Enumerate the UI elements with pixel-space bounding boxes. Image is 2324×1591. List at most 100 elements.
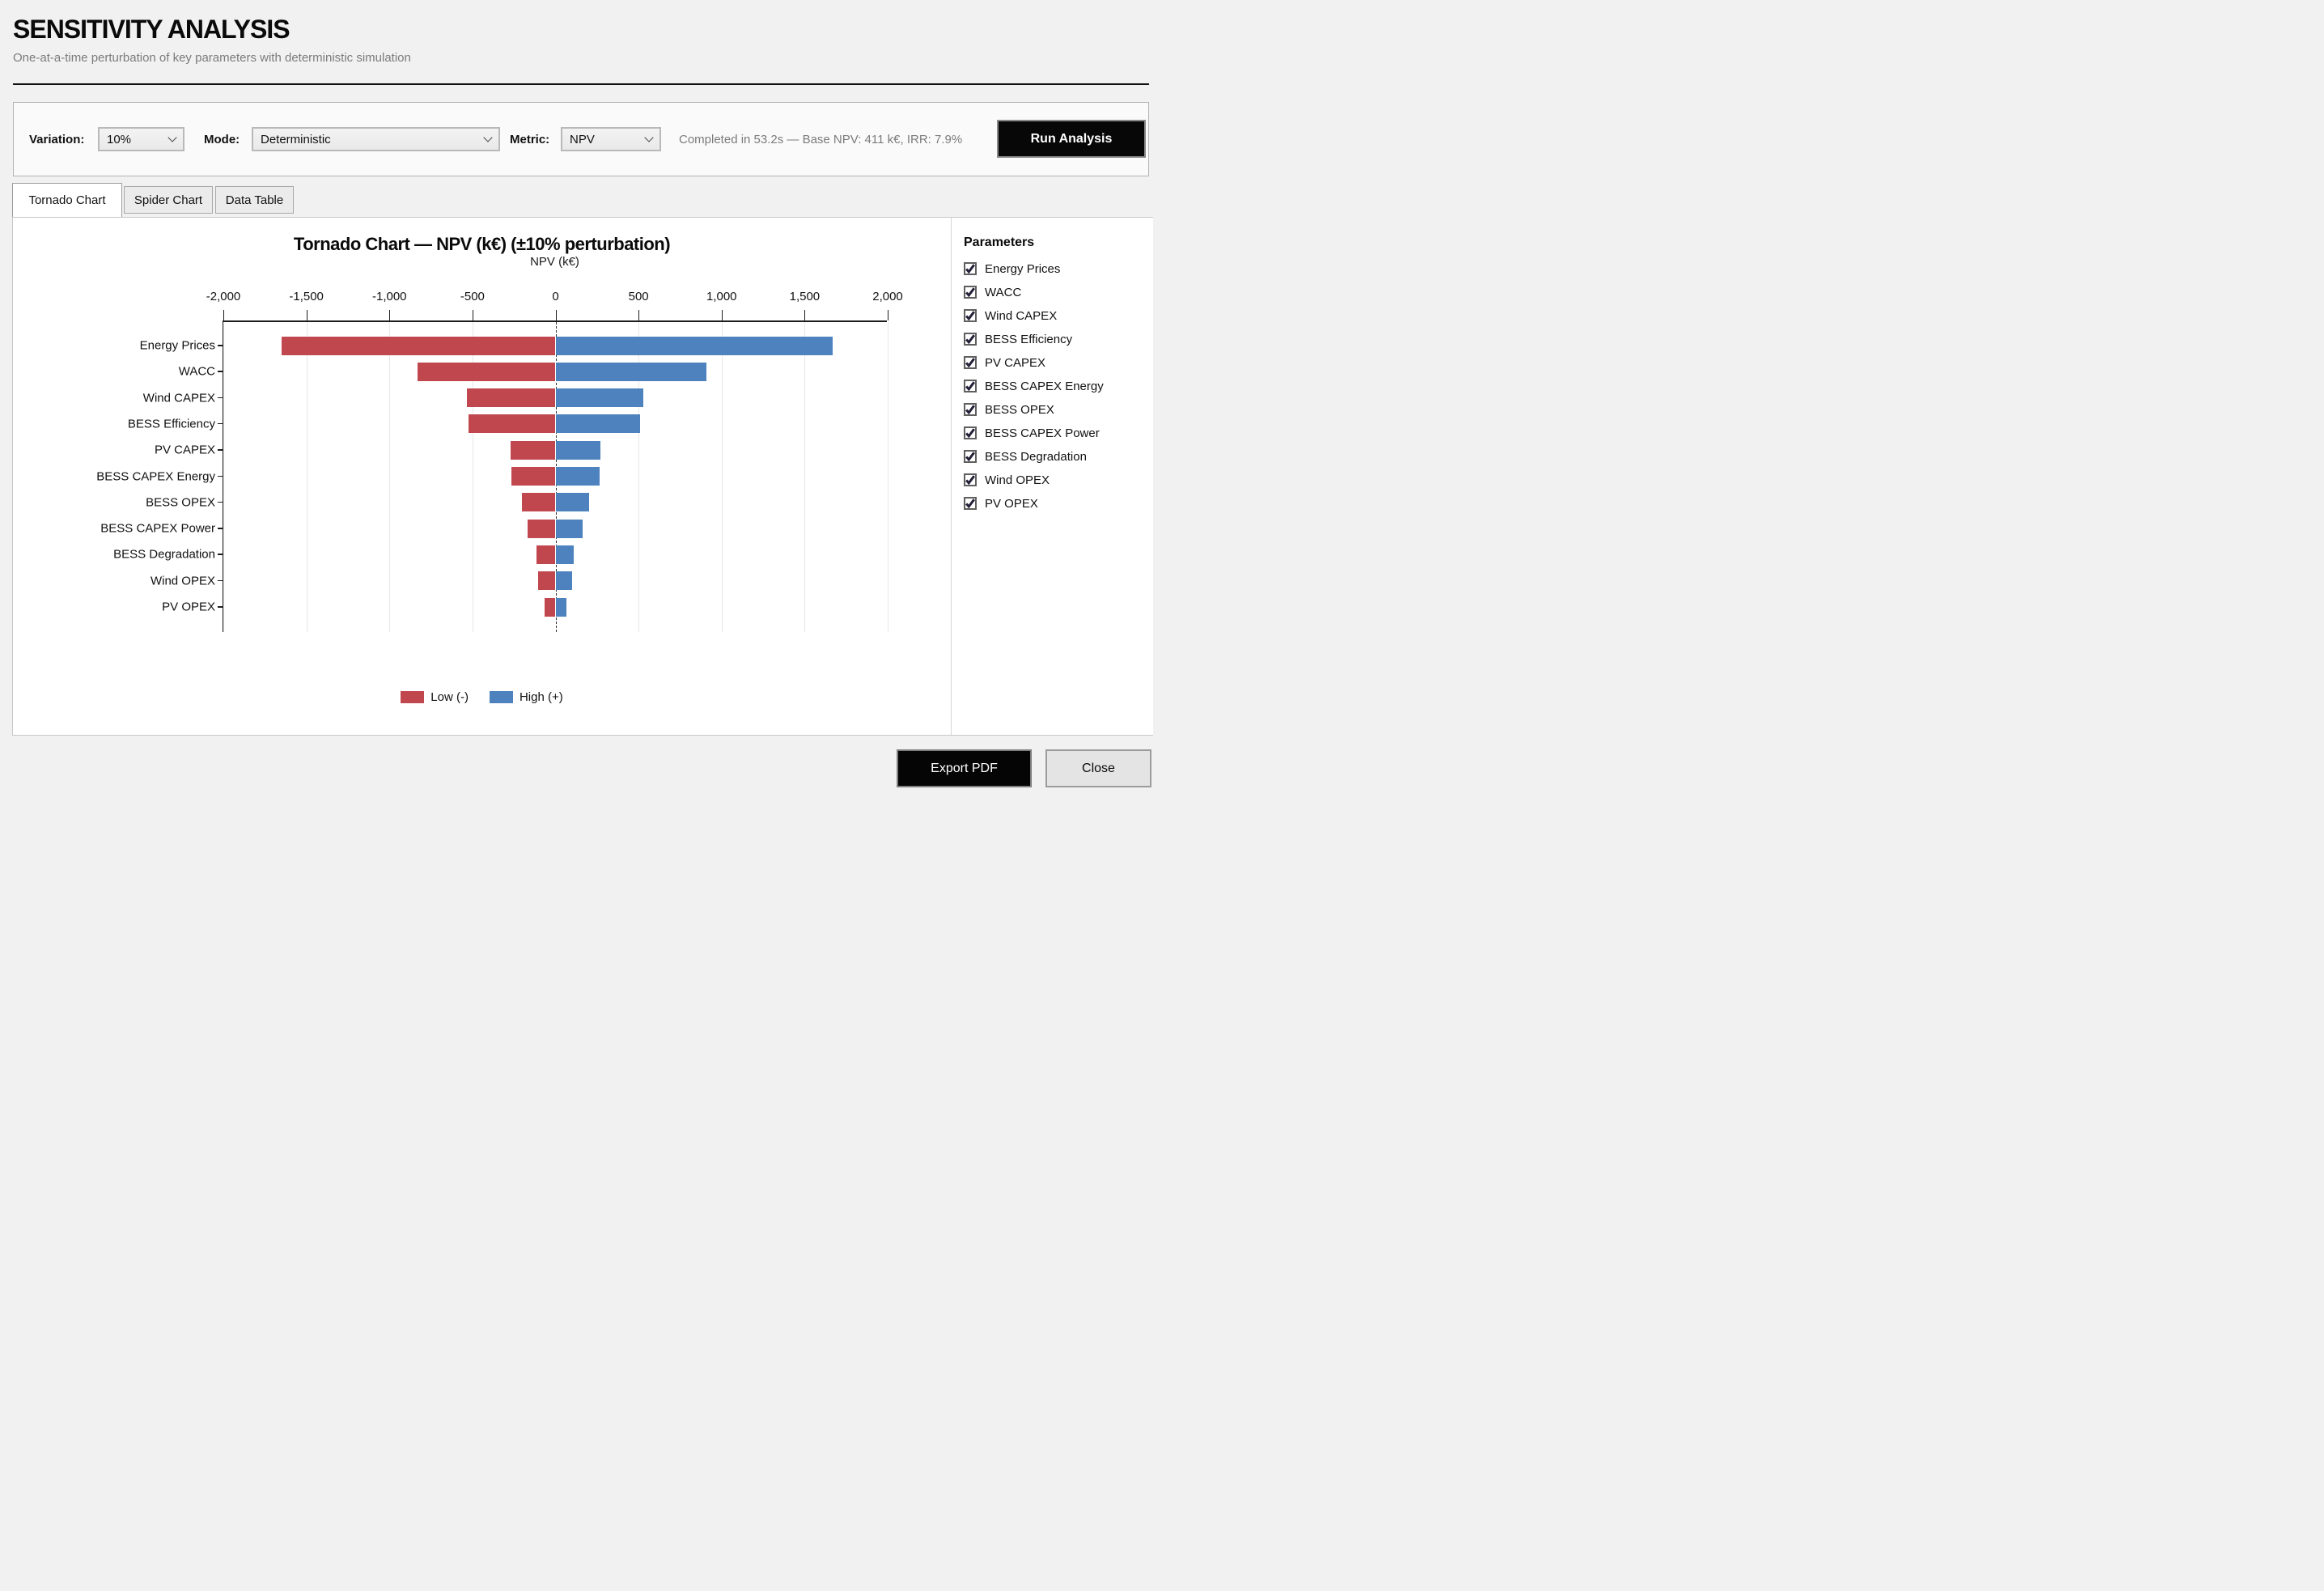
- parameter-label: BESS Efficiency: [985, 332, 1073, 346]
- parameter-item[interactable]: BESS OPEX: [964, 403, 1153, 417]
- parameter-label: Wind CAPEX: [985, 308, 1058, 323]
- chart-title: Tornado Chart — NPV (k€) (±10% perturbat…: [293, 234, 671, 254]
- y-axis-label: Wind OPEX: [150, 574, 215, 588]
- tornado-bar-low: [418, 362, 556, 381]
- checkbox[interactable]: [964, 262, 977, 275]
- parameter-item[interactable]: Energy Prices: [964, 262, 1153, 276]
- tornado-bar-high: [555, 597, 566, 617]
- tornado-bar-high: [555, 493, 589, 512]
- x-tick-label: -1,000: [371, 290, 407, 303]
- page-title: SENSITIVITY ANALYSIS: [13, 15, 290, 44]
- export-pdf-button[interactable]: Export PDF: [897, 749, 1032, 787]
- parameter-label: PV OPEX: [985, 496, 1038, 511]
- legend-label: High (+): [519, 690, 563, 704]
- parameter-label: BESS CAPEX Energy: [985, 379, 1104, 393]
- x-tick-label: 1,000: [706, 290, 737, 303]
- tab-spider-chart[interactable]: Spider Chart: [124, 186, 213, 214]
- y-axis-label: PV OPEX: [162, 600, 215, 614]
- grid-line: [223, 322, 224, 632]
- tornado-bar-high: [555, 414, 641, 434]
- y-axis-tick: [218, 422, 223, 425]
- metric-select[interactable]: NPV: [561, 127, 661, 151]
- x-tick-label: 500: [628, 290, 649, 303]
- run-analysis-button[interactable]: Run Analysis: [997, 120, 1146, 158]
- y-axis-tick: [218, 371, 223, 372]
- parameter-item[interactable]: Wind OPEX: [964, 473, 1153, 487]
- checkbox[interactable]: [964, 473, 977, 486]
- y-axis-tick: [218, 449, 223, 451]
- y-axis-label: BESS CAPEX Energy: [96, 469, 215, 483]
- y-axis-label: BESS CAPEX Power: [100, 521, 215, 536]
- tab-tornado-chart[interactable]: Tornado Chart: [12, 183, 122, 217]
- grid-line: [389, 322, 391, 632]
- legend-label: Low (-): [430, 690, 469, 704]
- y-axis-tick: [218, 501, 223, 503]
- checkbox[interactable]: [964, 497, 977, 510]
- x-tick-label: -1,500: [289, 290, 324, 303]
- variation-select[interactable]: 10%: [98, 127, 184, 151]
- checkbox[interactable]: [964, 426, 977, 439]
- page-subtitle: One-at-a-time perturbation of key parame…: [13, 51, 411, 65]
- chevron-down-icon: [483, 133, 493, 142]
- variation-label: Variation:: [29, 132, 85, 146]
- toolbar: Variation: 10% Mode: Deterministic Metri…: [13, 102, 1149, 176]
- chevron-down-icon: [168, 133, 177, 142]
- metric-select-value: NPV: [570, 132, 595, 146]
- tornado-bar-high: [555, 388, 644, 408]
- checkbox[interactable]: [964, 356, 977, 369]
- y-axis-tick: [218, 579, 223, 582]
- y-axis-tick: [218, 528, 223, 529]
- parameter-item[interactable]: BESS CAPEX Energy: [964, 379, 1153, 393]
- parameters-heading: Parameters: [964, 235, 1035, 249]
- x-tick-label: 2,000: [872, 290, 903, 303]
- tornado-bar-high: [555, 336, 833, 355]
- checkbox[interactable]: [964, 286, 977, 299]
- y-axis-tick: [218, 475, 223, 477]
- parameter-label: BESS CAPEX Power: [985, 426, 1100, 440]
- checkbox[interactable]: [964, 380, 977, 392]
- tornado-bar-high: [555, 571, 573, 591]
- checkbox[interactable]: [964, 333, 977, 346]
- parameter-label: Wind OPEX: [985, 473, 1050, 487]
- x-tick-label: -500: [460, 290, 485, 303]
- chevron-down-icon: [644, 133, 654, 142]
- y-axis-label: WACC: [178, 364, 215, 379]
- checkbox[interactable]: [964, 450, 977, 463]
- mode-select[interactable]: Deterministic: [252, 127, 500, 151]
- grid-line: [638, 322, 640, 632]
- x-tick-label: -2,000: [206, 290, 241, 303]
- parameter-item[interactable]: BESS Degradation: [964, 450, 1153, 464]
- x-axis-tick: [555, 310, 557, 320]
- tornado-bar-high: [555, 545, 575, 564]
- x-axis-tick: [721, 310, 723, 320]
- parameters-sidebar: Parameters Energy Prices WACC Wind CAPEX BE…: [951, 218, 1153, 735]
- tornado-bar-low: [522, 493, 556, 512]
- y-axis-label: Wind CAPEX: [142, 391, 215, 405]
- x-tick-label: 0: [552, 290, 559, 303]
- mode-label: Mode:: [204, 132, 240, 146]
- tornado-bar-low: [511, 467, 556, 486]
- parameter-item[interactable]: PV OPEX: [964, 496, 1153, 511]
- tornado-bar-low: [545, 597, 556, 617]
- y-axis-tick: [218, 554, 223, 555]
- y-axis-tick: [218, 345, 223, 346]
- header: SENSITIVITY ANALYSIS One-at-a-time pertu…: [13, 15, 1149, 65]
- tornado-chart: Tornado Chart — NPV (k€) (±10% perturbat…: [13, 218, 951, 735]
- x-axis-tick: [389, 310, 391, 320]
- tornado-bar-low: [527, 519, 556, 538]
- parameter-item[interactable]: BESS CAPEX Power: [964, 426, 1153, 440]
- parameter-item[interactable]: BESS Efficiency: [964, 333, 1153, 346]
- checkbox[interactable]: [964, 403, 977, 416]
- grid-line: [721, 322, 723, 632]
- legend-item: High (+): [489, 690, 563, 704]
- x-axis-tick: [223, 310, 224, 320]
- parameter-item[interactable]: WACC: [964, 286, 1153, 299]
- parameter-item[interactable]: PV CAPEX: [964, 356, 1153, 370]
- checkbox[interactable]: [964, 309, 977, 322]
- close-button[interactable]: Close: [1045, 749, 1151, 787]
- tab-data-table[interactable]: Data Table: [215, 186, 294, 214]
- run-status-text: Completed in 53.2s — Base NPV: 411 k€, I…: [679, 132, 963, 146]
- y-axis-label: Energy Prices: [139, 338, 215, 353]
- x-axis-tick: [638, 310, 640, 320]
- parameter-item[interactable]: Wind CAPEX: [964, 308, 1153, 323]
